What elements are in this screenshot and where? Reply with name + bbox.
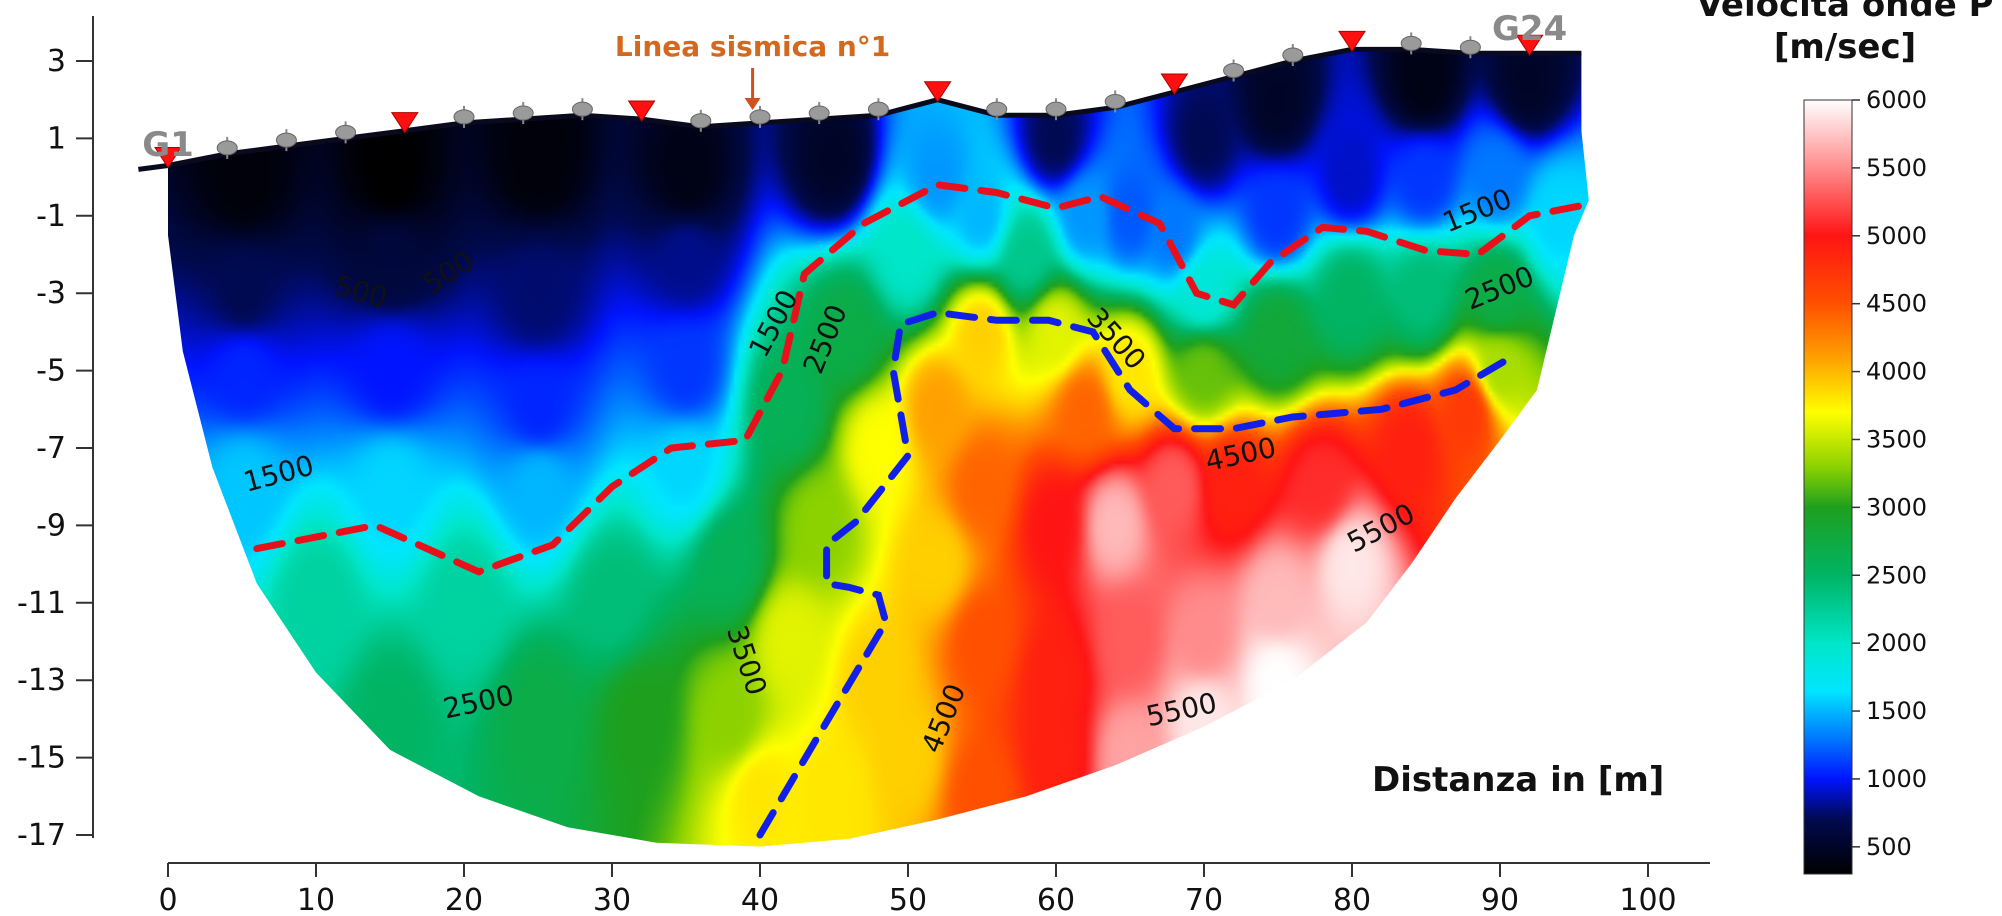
x-tick-label: 10 (297, 883, 335, 911)
geophone-marker (335, 124, 357, 140)
geophone-label-start: G1 (142, 125, 194, 165)
colorbar-tick-label: 3000 (1866, 493, 1927, 521)
geophone-marker (1282, 47, 1304, 63)
x-tick-label: 70 (1185, 883, 1223, 911)
shot-point-marker (1338, 30, 1366, 53)
geophone-marker (986, 101, 1008, 117)
colorbar-tick-label: 4000 (1866, 358, 1927, 386)
colorbar-tick-label: 6000 (1866, 86, 1927, 114)
colorbar-tick-label: 1000 (1866, 765, 1927, 793)
shot-point-marker (154, 146, 182, 169)
colorbar: 500 1000 1500 2000 2500 3000 3500 4000 4500 5000 5… (1696, 0, 1994, 875)
geophone-marker (1223, 62, 1245, 78)
geophone-marker (1400, 35, 1422, 51)
y-tick-label: -9 (36, 508, 66, 543)
y-tick-label: -17 (17, 818, 66, 853)
geophone-marker (453, 109, 475, 125)
geophone-marker (808, 105, 830, 121)
geophone-label-end: G24 (1492, 9, 1567, 49)
x-tick-label: 100 (1619, 883, 1676, 911)
geophone-marker (1045, 101, 1067, 117)
y-tick-label: -13 (17, 663, 66, 698)
geophone-marker (216, 140, 238, 156)
x-tick-label: 40 (741, 883, 779, 911)
y-tick-label: 3 (47, 44, 66, 79)
velocity-heatmap (168, 49, 1589, 847)
x-tick-label: 60 (1037, 883, 1075, 911)
shot-point-marker (1160, 73, 1189, 95)
geophone-marker (571, 101, 593, 117)
x-tick-label: 50 (889, 883, 927, 911)
y-tick-label: -3 (36, 276, 66, 311)
geophone-marker (749, 109, 771, 125)
geophone-marker (512, 105, 534, 121)
x-tick-label: 20 (445, 883, 483, 911)
interface-blue-dashed (756, 309, 1519, 839)
y-tick-label: -5 (36, 354, 66, 389)
y-tick-label: -11 (17, 586, 66, 621)
colorbar-tick-label: 500 (1866, 833, 1912, 861)
colorbar-ramp (1803, 99, 1853, 875)
colorbar-title: Velocità onde P (1696, 0, 1993, 25)
colorbar-tick-label: 5000 (1866, 222, 1927, 250)
colorbar-tick-label: 2000 (1866, 629, 1927, 657)
colorbar-tick-label: 1500 (1866, 697, 1927, 725)
shot-point-marker (923, 81, 952, 103)
y-tick-label: -15 (17, 741, 66, 776)
distance-label: Distanza in [m] (1372, 760, 1664, 800)
x-tick-label: 90 (1481, 883, 1519, 911)
seismic-line-label: Linea sismica n°1 (615, 30, 890, 63)
colorbar-tick-label: 5500 (1866, 154, 1927, 182)
x-tick-label: 80 (1333, 883, 1371, 911)
colorbar-tick-label: 2500 (1866, 561, 1927, 589)
seismic-line-arrow-head (744, 98, 761, 110)
geophone-marker (690, 113, 712, 129)
x-tick-label: 30 (593, 883, 631, 911)
geophone-marker (1459, 39, 1481, 55)
geophone-marker (867, 101, 889, 117)
x-tick-label: 0 (158, 883, 177, 911)
geophone-marker (275, 132, 297, 148)
y-tick-label: -7 (36, 431, 66, 466)
shot-point-marker (1515, 34, 1544, 57)
shot-point-marker (390, 112, 419, 134)
colorbar-tick-label: 4500 (1866, 290, 1927, 318)
geophone-marker (1104, 93, 1126, 109)
shot-point-marker (627, 100, 656, 122)
y-tick-label: 1 (47, 121, 66, 156)
y-tick-label: -1 (36, 199, 66, 234)
colorbar-unit: [m/sec] (1774, 27, 1916, 67)
interface-red-dashed (253, 181, 1593, 576)
colorbar-tick-label: 3500 (1866, 425, 1927, 453)
